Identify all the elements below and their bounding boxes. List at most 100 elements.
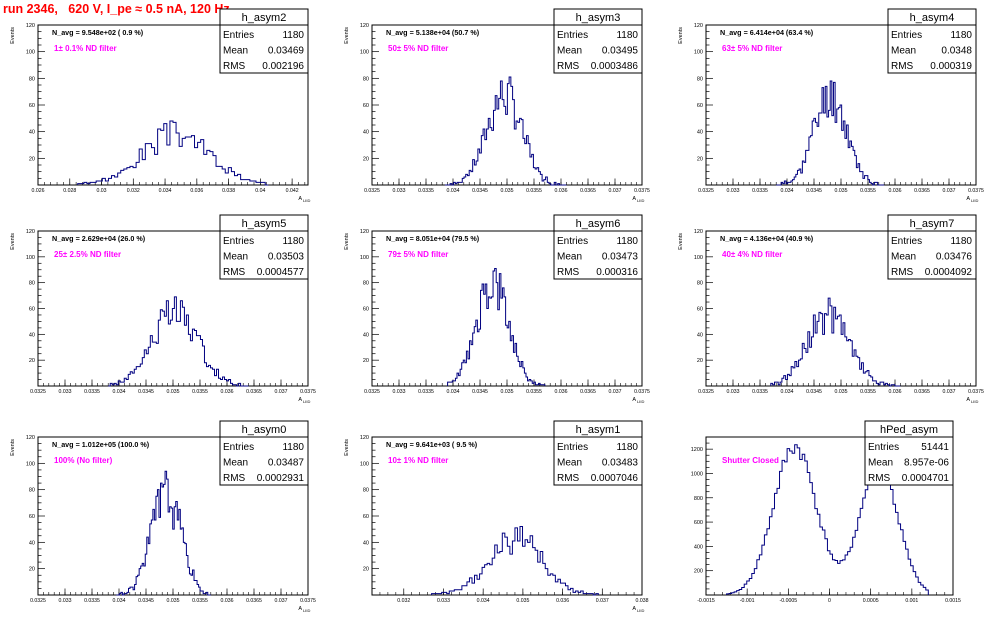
stats-value: 0.03495 — [602, 46, 639, 57]
histogram-series — [447, 267, 546, 386]
stats-box: h_asym6 Entries 1180 Mean 0.03473 RMS 0.000316 — [553, 214, 643, 280]
x-tick-label: 0.0005 — [863, 598, 879, 604]
x-tick-label: 0.036 — [555, 389, 568, 395]
x-axis-label: A — [298, 196, 302, 202]
y-tick-label: 80 — [29, 76, 35, 82]
stats-key: Mean — [891, 46, 916, 57]
x-tick-label: 0.0375 — [300, 389, 316, 395]
stats-box: h_asym0 Entries 1180 Mean 0.03487 RMS 0.000293… — [219, 420, 309, 486]
y-tick-label: 400 — [694, 544, 703, 550]
x-axis-label: A — [298, 397, 302, 403]
navg-label: N_avg = 1.012e+05 (100.0 %) — [52, 440, 150, 449]
y-tick-label: 100 — [694, 50, 703, 56]
stats-value: 0.000319 — [930, 61, 972, 72]
stats-box-frame — [219, 8, 309, 74]
y-tick-label: 20 — [363, 156, 369, 162]
x-tick-label: 0.033 — [393, 188, 406, 194]
y-tick-label: 600 — [694, 520, 703, 526]
histogram-name: h_asym4 — [910, 12, 955, 24]
y-tick-label: 80 — [29, 488, 35, 494]
stats-key: RMS — [891, 267, 914, 278]
histogram-name: h_asym1 — [576, 424, 621, 436]
x-tick-label: 0.036 — [221, 389, 234, 395]
y-tick-label: 80 — [29, 281, 35, 287]
y-tick-label: 40 — [363, 332, 369, 338]
x-tick-label: 0.037 — [275, 389, 288, 395]
stats-key: RMS — [557, 473, 580, 484]
x-tick-label: 0.0365 — [580, 188, 596, 194]
stats-key: Mean — [223, 46, 248, 57]
y-tick-label: 120 — [26, 23, 35, 29]
y-tick-label: 120 — [360, 229, 369, 235]
x-tick-label: 0.0355 — [526, 188, 542, 194]
x-tick-label: 0.0325 — [364, 389, 380, 395]
y-tick-label: 80 — [697, 281, 703, 287]
stats-key: Entries — [891, 236, 922, 247]
stats-value: 0.03469 — [268, 46, 305, 57]
x-tick-label: 0.0355 — [192, 598, 208, 604]
y-tick-label: 60 — [697, 103, 703, 109]
stats-box: h_asym3 Entries 1180 Mean 0.03495 RMS 0.000348… — [553, 8, 643, 74]
y-tick-label: 80 — [363, 281, 369, 287]
x-tick-label: 0.0015 — [945, 598, 961, 604]
x-tick-label: 0.037 — [275, 598, 288, 604]
stats-value: 51441 — [921, 442, 949, 453]
x-tick-label: 0.035 — [835, 389, 848, 395]
stats-key: Entries — [557, 442, 588, 453]
stats-key: Mean — [557, 46, 582, 57]
stats-value: 1180 — [282, 30, 304, 41]
x-tick-label: 0.036 — [889, 188, 902, 194]
x-tick-label: 0.036 — [889, 389, 902, 395]
stats-value: 1180 — [950, 30, 972, 41]
y-tick-label: 20 — [697, 358, 703, 364]
x-tick-label: 0.03 — [96, 188, 106, 194]
x-tick-label: 0.035 — [501, 389, 514, 395]
stats-key: Entries — [223, 30, 254, 41]
panel-h_asym4: 20 40 60 80 100 120 Events 0.0325 0.033 0.0335 0.0… — [678, 8, 984, 203]
x-tick-label: 0.04 — [255, 188, 265, 194]
x-tick-label: 0.0325 — [30, 598, 46, 604]
stats-value: 1180 — [616, 442, 638, 453]
x-tick-label: 0.037 — [609, 389, 622, 395]
x-tick-label: 0.037 — [943, 188, 956, 194]
x-axis-label-subscript: LIID — [303, 198, 310, 203]
x-tick-label: 0.0365 — [246, 389, 262, 395]
x-tick-label: 0.0345 — [138, 598, 154, 604]
x-tick-label: 0.035 — [501, 188, 514, 194]
navg-label: N_avg = 6.414e+04 (63.4 %) — [720, 28, 814, 37]
stats-box-frame — [553, 420, 643, 486]
histogram-series — [431, 526, 599, 596]
navg-label: N_avg = 4.136e+04 (40.9 %) — [720, 234, 814, 243]
filter-annotation: 79± 5% ND filter — [388, 250, 448, 259]
x-tick-label: 0.034 — [113, 389, 126, 395]
x-tick-label: 0.035 — [516, 598, 529, 604]
navg-label: N_avg = 9.641e+03 ( 9.5 %) — [386, 440, 478, 449]
x-tick-label: 0.0335 — [752, 188, 768, 194]
y-tick-label: 20 — [29, 358, 35, 364]
x-tick-label: 0.037 — [943, 389, 956, 395]
x-tick-label: 0.035 — [167, 389, 180, 395]
histogram-series — [116, 470, 211, 596]
histogram-series — [726, 444, 929, 595]
y-tick-label: 60 — [29, 514, 35, 520]
x-tick-label: 0.036 — [555, 188, 568, 194]
y-tick-label: 1000 — [691, 471, 703, 477]
x-tick-label: 0.033 — [437, 598, 450, 604]
stats-box-frame — [219, 214, 309, 280]
x-tick-label: -0.001 — [740, 598, 755, 604]
y-tick-label: 120 — [694, 23, 703, 29]
stats-box-frame — [219, 420, 309, 486]
x-tick-label: 0.0325 — [698, 188, 714, 194]
filter-annotation: 63± 5% ND filter — [722, 44, 782, 53]
stats-key: Mean — [557, 252, 582, 263]
stats-value: 0.03476 — [936, 252, 973, 263]
stats-key: Entries — [557, 236, 588, 247]
x-tick-label: 0.036 — [190, 188, 203, 194]
stats-value: 1180 — [282, 442, 304, 453]
y-tick-label: 20 — [363, 358, 369, 364]
x-tick-label: 0.0355 — [526, 389, 542, 395]
stats-key: RMS — [891, 61, 914, 72]
x-tick-label: 0.037 — [609, 188, 622, 194]
stats-box: hPed_asym Entries 51441 Mean 8.957e-06 RMS 0.0… — [864, 420, 954, 486]
y-axis-label: Events — [678, 233, 684, 250]
